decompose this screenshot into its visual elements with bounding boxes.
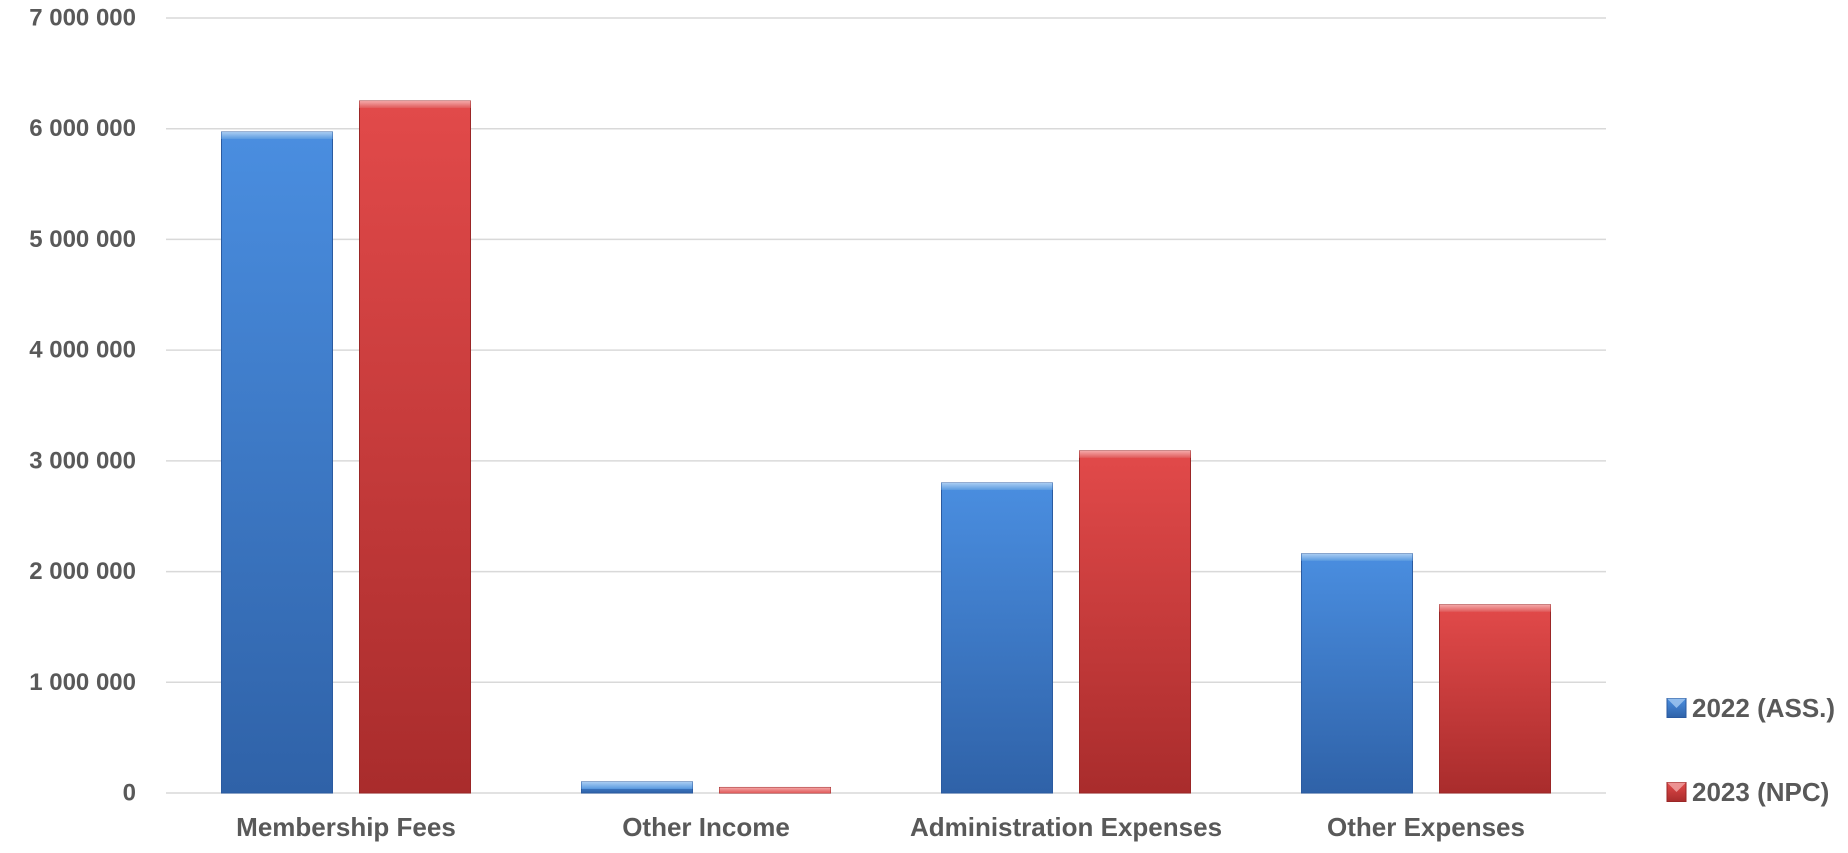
x-axis-category-labels: Membership Fees Other Income Administratio… xyxy=(236,812,1525,842)
bar-series-2023-2 xyxy=(1079,450,1191,794)
bar-body xyxy=(1301,553,1413,794)
bar-cap xyxy=(1439,604,1551,612)
bar-cap xyxy=(581,781,693,789)
legend: 2022 (ASS.) 2023 (NPC) xyxy=(1666,693,1835,807)
legend-label: 2022 (ASS.) xyxy=(1692,693,1835,723)
y-tick-label: 5 000 000 xyxy=(29,226,136,253)
y-tick-label: 1 000 000 xyxy=(29,669,136,696)
legend-item-2023: 2023 (NPC) xyxy=(1666,777,1829,807)
bar-cap xyxy=(941,483,1053,490)
bar-body xyxy=(359,100,471,794)
legend-swatch-highlight xyxy=(1667,698,1686,708)
bar-body xyxy=(1439,604,1551,794)
x-category-label: Other Expenses xyxy=(1327,812,1525,842)
bar-cap xyxy=(221,132,333,140)
y-tick-label: 4 000 000 xyxy=(29,337,136,364)
bar-series-2023-1 xyxy=(719,786,831,794)
bar-series-2022-0 xyxy=(221,131,333,794)
y-tick-label: 6 000 000 xyxy=(29,115,136,142)
bar-series-2022-3 xyxy=(1301,553,1413,794)
legend-item-2022: 2022 (ASS.) xyxy=(1666,693,1835,723)
y-tick-label: 2 000 000 xyxy=(29,558,136,585)
bar-series-2022-1 xyxy=(581,781,693,794)
bar-cap xyxy=(719,787,831,793)
bar-body xyxy=(941,482,1053,794)
y-tick-label: 7 000 000 xyxy=(29,5,136,32)
bar-series-2023-3 xyxy=(1439,604,1551,794)
bar-cap xyxy=(1301,553,1413,561)
y-axis-tick-labels: 0 1 000 000 2 000 000 3 000 000 4 000 000 5 0… xyxy=(29,5,136,807)
bar-cap xyxy=(1079,450,1191,458)
bar-body xyxy=(1079,450,1191,794)
bars xyxy=(221,100,1551,794)
x-category-label: Membership Fees xyxy=(236,812,456,842)
bar-body xyxy=(221,131,333,794)
bar-series-2022-2 xyxy=(941,482,1053,794)
x-category-label: Other Income xyxy=(622,812,790,842)
y-tick-label: 3 000 000 xyxy=(29,447,136,474)
bar-cap xyxy=(359,101,471,109)
legend-label: 2023 (NPC) xyxy=(1692,777,1829,807)
legend-swatch-highlight xyxy=(1667,782,1686,792)
y-tick-label: 0 xyxy=(123,780,136,807)
bar-series-2023-0 xyxy=(359,100,471,794)
x-category-label: Administration Expenses xyxy=(910,812,1222,842)
